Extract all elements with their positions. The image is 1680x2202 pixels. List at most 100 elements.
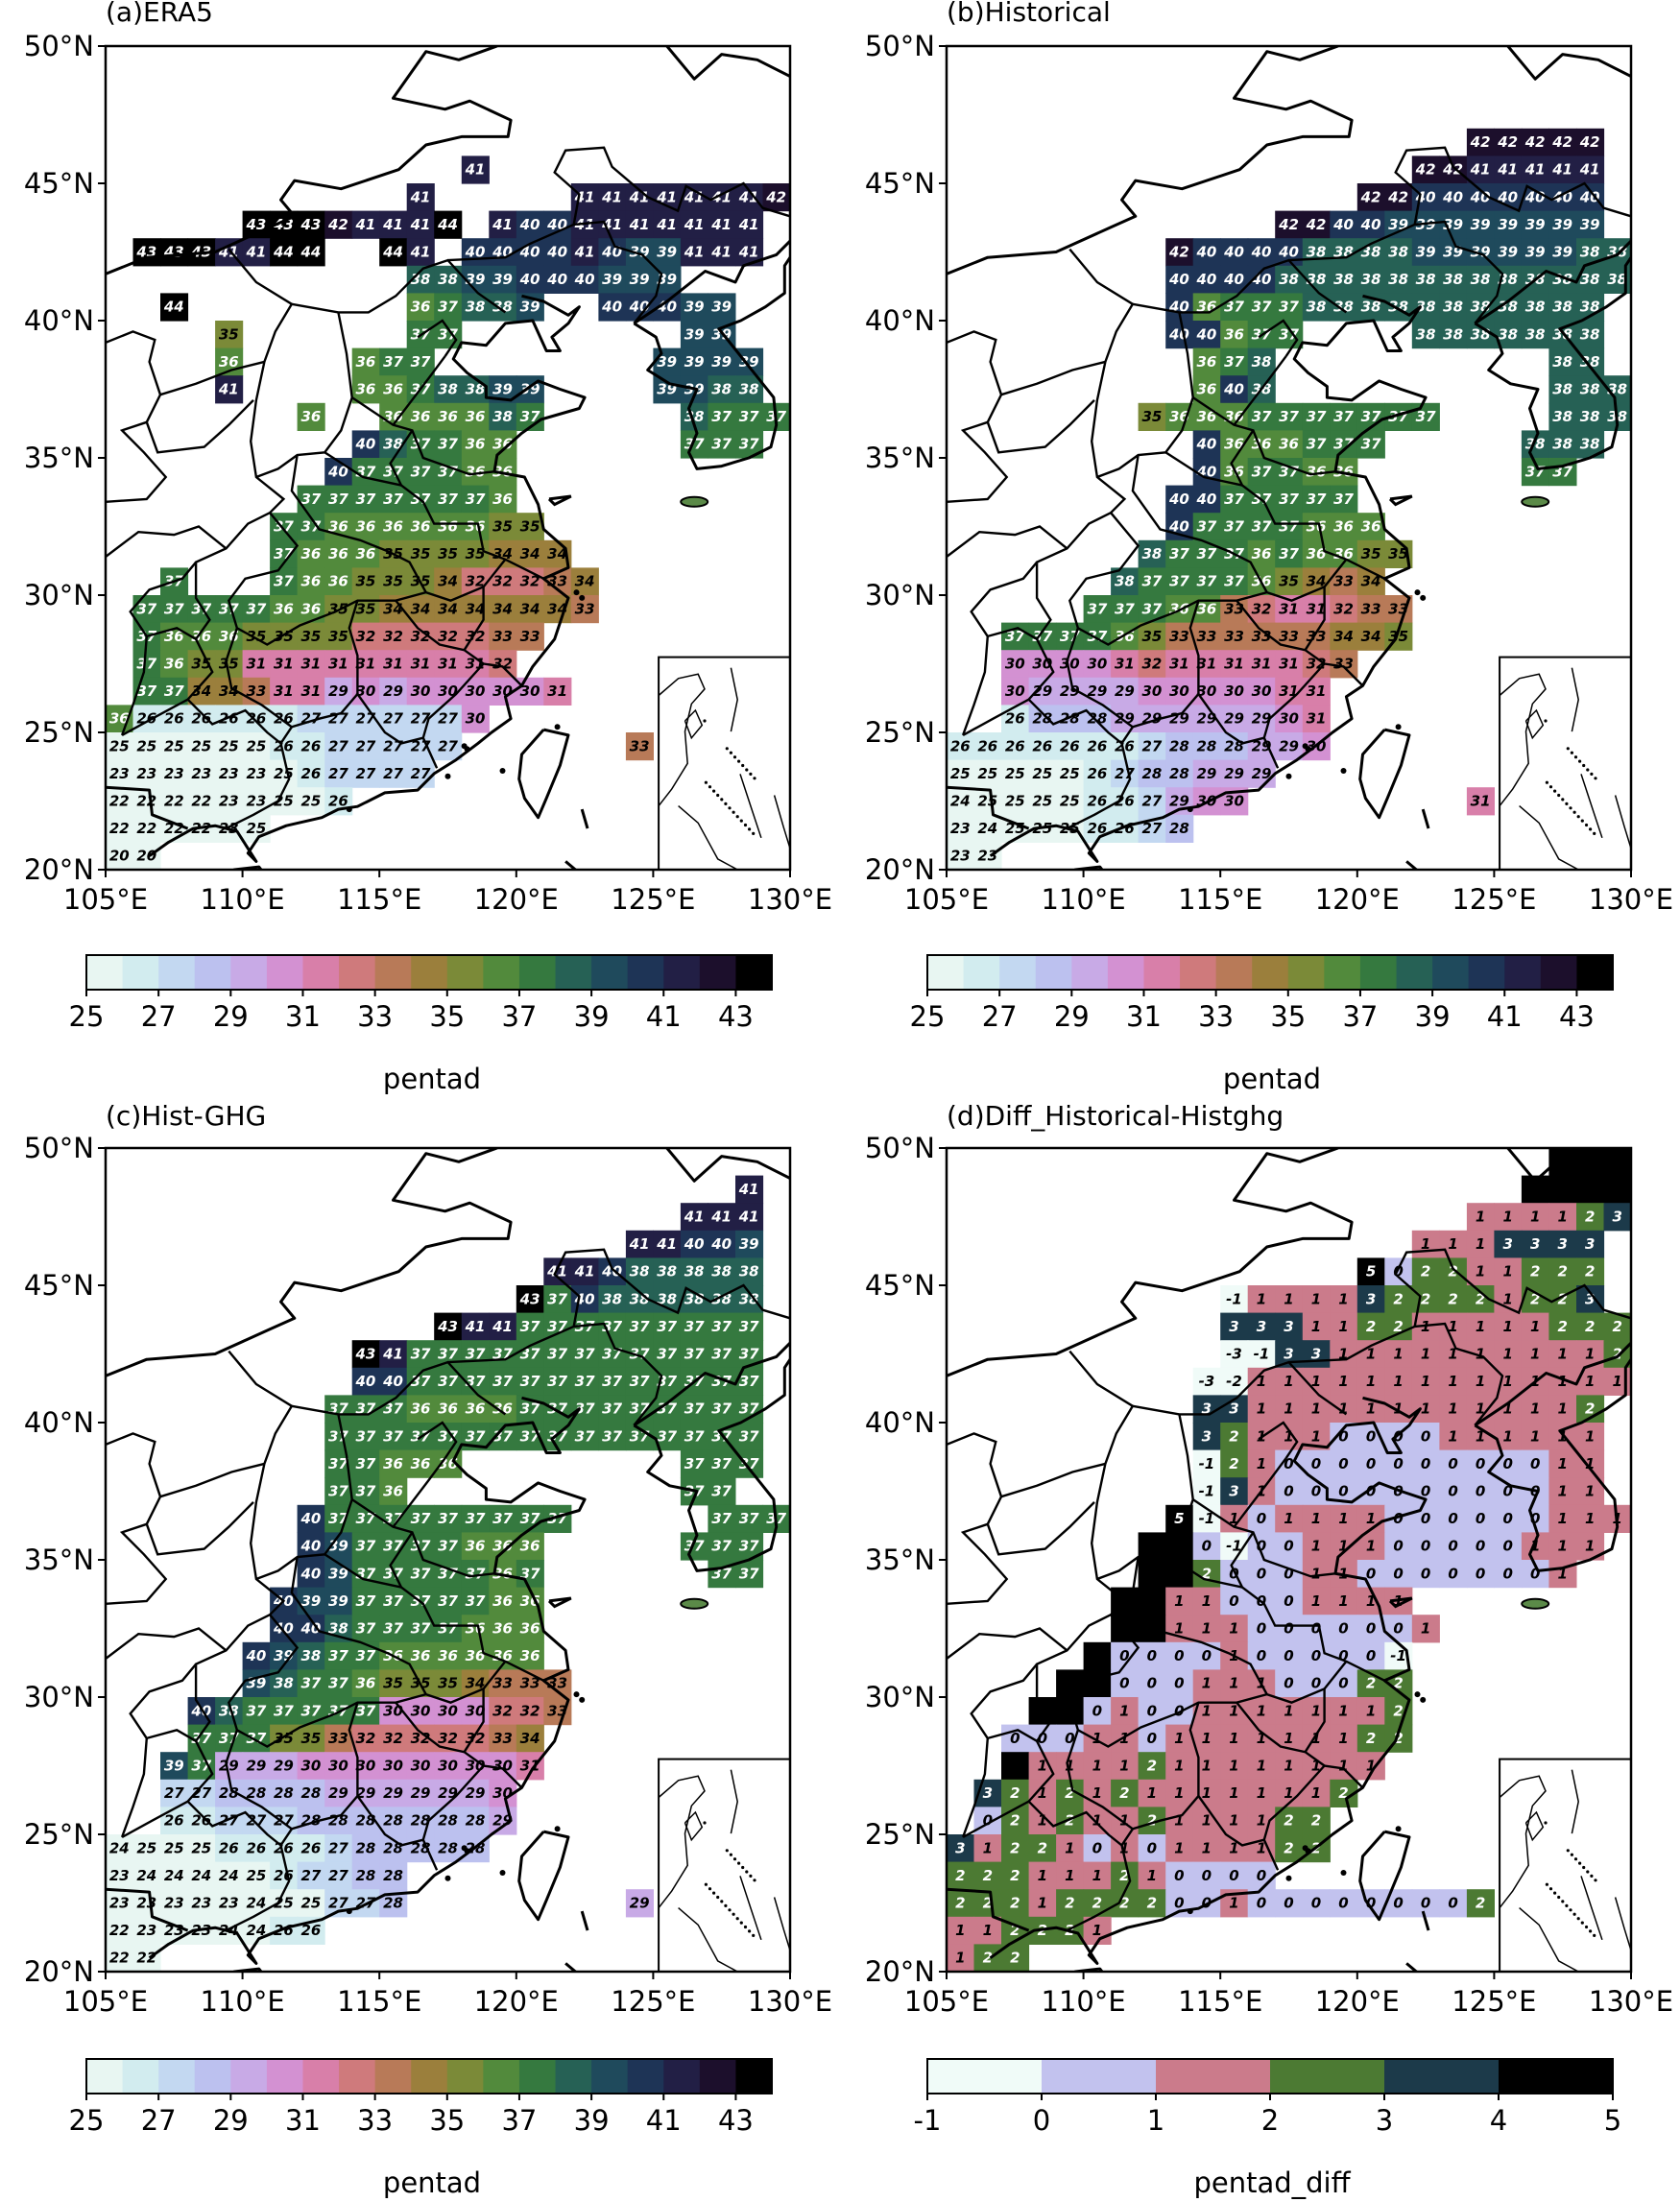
cell-value-label: 35 — [438, 1675, 458, 1692]
cell-value-label: 1 — [1257, 1290, 1266, 1307]
cell-value-label: 42 — [1360, 188, 1381, 205]
cell-value-label: 38 — [1525, 299, 1546, 316]
grid-cell — [1192, 759, 1221, 788]
cell-value-label: -1 — [1199, 1455, 1215, 1472]
small-island — [1340, 1870, 1347, 1876]
cell-value-label: 38 — [1307, 299, 1327, 316]
cell-value-label: 41 — [710, 1209, 732, 1226]
cell-value-label: 36 — [1307, 463, 1327, 480]
cell-value-label: 24 — [950, 793, 971, 810]
inset-island — [704, 780, 708, 784]
colorbar-swatch — [627, 955, 664, 990]
cell-value-label: 36 — [355, 518, 375, 536]
province-border — [1132, 258, 1348, 314]
inset-island — [1565, 802, 1569, 806]
cell-value-label: 30 — [438, 682, 458, 700]
cell-value-label: 23 — [164, 765, 184, 782]
cell-value-label: 1 — [1338, 1702, 1348, 1719]
grid-cell — [242, 1697, 271, 1726]
grid-cell — [680, 1532, 708, 1561]
inset-island — [725, 1849, 729, 1853]
grid-cell — [324, 1477, 353, 1506]
grid-cell — [187, 705, 216, 733]
cell-value-label: 1 — [1257, 1758, 1266, 1775]
grid-cell — [598, 1285, 627, 1314]
inset-island — [728, 806, 732, 810]
cell-value-label: 1 — [1476, 1235, 1485, 1253]
grid-cell — [1001, 650, 1030, 679]
grid-cell — [680, 347, 708, 376]
grid-cell — [160, 650, 189, 679]
cell-value-label: 0 — [1448, 1565, 1457, 1582]
grid-cell — [489, 430, 517, 459]
cell-value-label: 37 — [547, 1373, 567, 1390]
grid-cell — [653, 347, 682, 376]
cell-value-label: 0 — [1338, 1675, 1348, 1692]
colorbar-tick-label: 41 — [1487, 1000, 1523, 1033]
inset-island — [1590, 1874, 1594, 1878]
cell-value-label: 37 — [1252, 408, 1272, 425]
small-island — [579, 594, 586, 601]
province-border — [225, 743, 291, 830]
cell-value-label: 27 — [328, 737, 348, 754]
cell-value-label: 1 — [1229, 1675, 1238, 1692]
cell-value-label: 0 — [1284, 1620, 1293, 1638]
province-border — [225, 600, 359, 729]
grid-cell — [516, 1285, 544, 1314]
cell-value-label: 39 — [1443, 244, 1463, 261]
cell-value-label: 43 — [437, 1318, 458, 1335]
colorbar-tick-label: 35 — [1270, 1000, 1306, 1033]
cell-value-label: 38 — [630, 1290, 650, 1307]
cell-value-label: 36 — [383, 518, 403, 536]
cell-value-label: 37 — [355, 1455, 375, 1472]
grid-cell — [1548, 210, 1577, 239]
grid-cell — [1165, 485, 1194, 514]
grid-cell — [242, 732, 271, 761]
grid-cell — [489, 1312, 517, 1341]
cell-value-label: 40 — [601, 299, 622, 316]
grid-cell — [1466, 265, 1495, 294]
grid-cell — [297, 787, 325, 816]
grid-cell — [625, 210, 654, 239]
cell-value-label: 33 — [1279, 628, 1299, 645]
panel-b-colorbar: 25 27 29 31 33 35 37 39 41 43 — [910, 954, 1614, 1033]
lon-tick-label: 110°E — [1042, 883, 1126, 916]
cell-value-label: 42 — [1278, 216, 1299, 233]
cell-value-label: 1 — [1065, 1867, 1074, 1884]
colorbar-tick-label: 25 — [69, 1000, 105, 1033]
cell-value-label: 27 — [438, 710, 458, 728]
grid-cell — [1138, 732, 1166, 761]
cell-value-label: 38 — [1580, 325, 1600, 343]
cell-value-label: 1 — [1557, 1346, 1567, 1363]
cell-value-label: 28 — [383, 1812, 403, 1830]
colorbar-tick-label: 43 — [1559, 1000, 1595, 1033]
cell-value-label: 25 — [1060, 765, 1080, 782]
grid-cell — [680, 1395, 708, 1424]
grid-cell — [270, 595, 299, 624]
cell-value-label: 1 — [1502, 1318, 1512, 1335]
cell-value-label: 38 — [438, 271, 458, 288]
inset-line — [684, 708, 704, 740]
inset-frame — [658, 1758, 790, 1972]
cell-value-label: 40 — [300, 1510, 321, 1527]
grid-cell — [735, 1504, 764, 1533]
cell-value-label: 34 — [1307, 573, 1327, 590]
cell-value-label: 31 — [1252, 656, 1272, 673]
grid-cell — [297, 732, 325, 761]
grid-cell — [489, 650, 517, 679]
inset-island — [741, 1865, 745, 1870]
grid-cell — [1356, 183, 1385, 212]
cell-value-label: 40 — [300, 1565, 321, 1582]
cell-value-label: 37 — [602, 1346, 622, 1363]
cell-value-label: 38 — [739, 1263, 759, 1281]
province-border — [1236, 599, 1327, 739]
colorbar-swatch — [591, 2059, 629, 2094]
cell-value-label: 29 — [1115, 682, 1135, 700]
grid-cell — [708, 1230, 736, 1258]
cell-value-label: 0 — [1366, 1620, 1376, 1638]
grid-cell — [132, 759, 161, 788]
lon-tick-label: 125°E — [611, 883, 695, 916]
grid-cell — [406, 759, 435, 788]
grid-cell — [434, 539, 463, 568]
cell-value-label: 37 — [1224, 299, 1244, 316]
